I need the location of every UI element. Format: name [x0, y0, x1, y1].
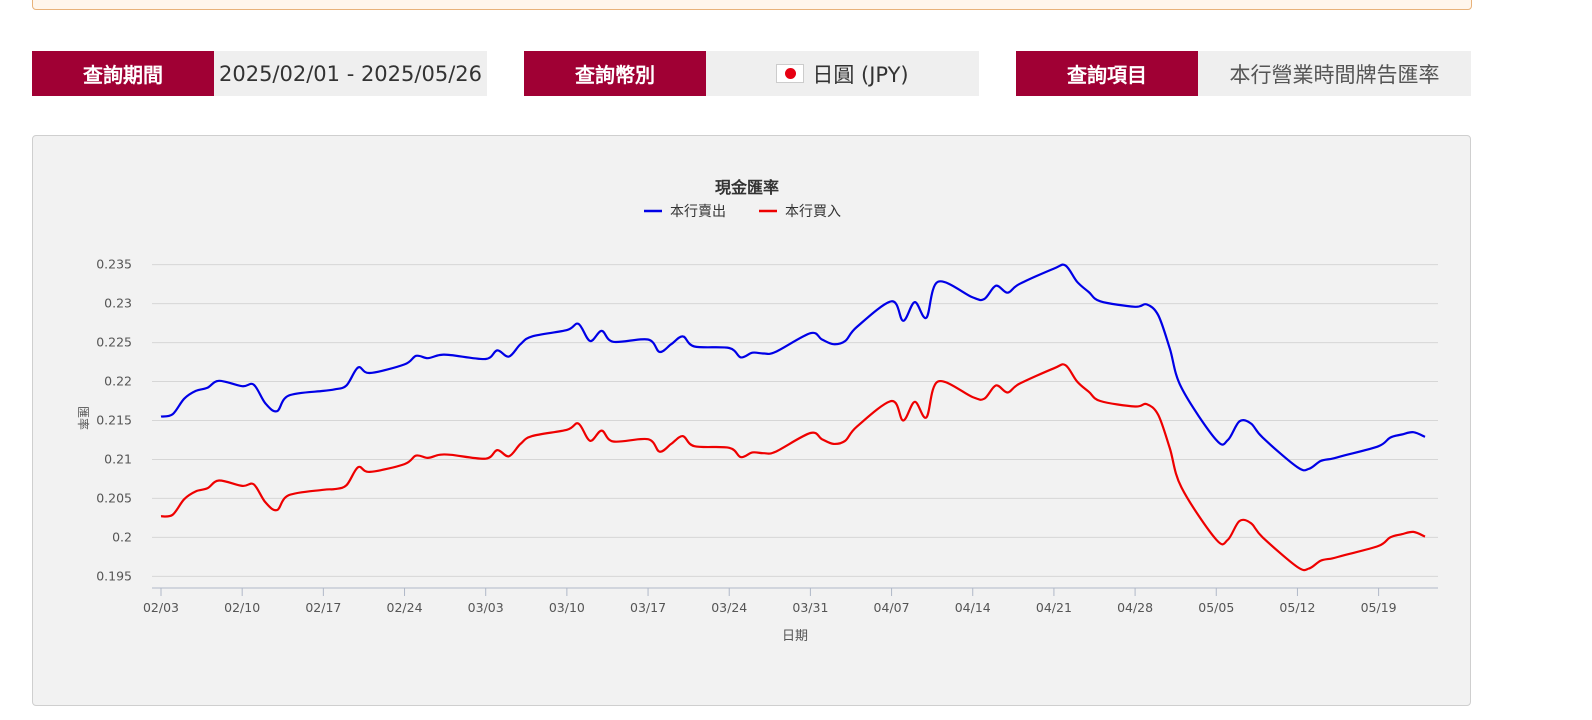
x-tick-label: 02/17	[305, 600, 341, 615]
currency-value-box[interactable]: 日圓 (JPY)	[706, 51, 979, 96]
japan-flag-icon	[776, 64, 805, 83]
rate-chart: 現金匯率 本行賣出 本行買入 0.195 0.2 0.205 0.21 0.215 0.2…	[76, 178, 1438, 644]
x-tick-label: 05/19	[1361, 600, 1397, 615]
y-tick-label: 0.195	[96, 568, 132, 583]
legend-item-buy[interactable]: 本行買入	[759, 204, 841, 220]
series-line-buy	[160, 363, 1426, 572]
y-tick-label: 0.215	[96, 413, 132, 428]
x-tick-label: 02/10	[224, 600, 260, 615]
query-bar: 查詢期間 2025/02/01 - 2025/05/26 查詢幣別 日圓 (JP…	[0, 51, 1592, 96]
x-tick-label: 04/14	[955, 600, 991, 615]
y-axis-label: 匯率	[76, 406, 91, 430]
y-tick-label: 0.2	[112, 529, 132, 544]
x-axis-label: 日期	[782, 629, 808, 644]
currency-value: 日圓 (JPY)	[812, 62, 909, 87]
y-tick-label: 0.225	[96, 335, 132, 350]
period-label: 查詢期間	[32, 51, 214, 96]
currency-label: 查詢幣別	[524, 51, 706, 96]
x-tick-label: 02/24	[387, 600, 423, 615]
x-tick-label: 02/03	[143, 600, 179, 615]
x-tick-label: 03/03	[468, 600, 504, 615]
x-tick-label: 05/05	[1198, 600, 1234, 615]
chart-panel: 現金匯率 本行賣出 本行買入 0.195 0.2 0.205 0.21 0.215 0.2…	[32, 135, 1471, 706]
x-axis: 02/03 02/10 02/17 02/24 03/03 03/10 03/17 03/24…	[143, 587, 1438, 615]
y-tick-label: 0.23	[104, 296, 132, 311]
y-tick-label: 0.205	[96, 490, 132, 505]
legend-item-sell[interactable]: 本行賣出	[644, 204, 726, 220]
x-tick-label: 04/28	[1117, 600, 1153, 615]
x-tick-label: 03/24	[711, 600, 747, 615]
y-tick-label: 0.235	[96, 257, 132, 272]
top-notice-box	[32, 0, 1472, 10]
x-tick-label: 04/07	[874, 600, 910, 615]
y-tick-label: 0.21	[104, 451, 132, 466]
item-label: 查詢項目	[1016, 51, 1198, 96]
period-value[interactable]: 2025/02/01 - 2025/05/26	[214, 51, 487, 96]
legend-buy-label: 本行買入	[785, 204, 841, 220]
x-tick-label: 03/10	[549, 600, 585, 615]
series-lines	[160, 263, 1426, 572]
legend: 本行賣出 本行買入	[644, 204, 841, 220]
y-axis-ticks: 0.195 0.2 0.205 0.21 0.215 0.22 0.225 0.23 0.235	[96, 257, 132, 584]
x-tick-label: 03/31	[792, 600, 828, 615]
series-line-sell	[160, 263, 1426, 472]
x-tick-label: 04/21	[1036, 600, 1072, 615]
chart-title: 現金匯率	[715, 178, 779, 197]
x-tick-label: 05/12	[1279, 600, 1315, 615]
x-tick-label: 03/17	[630, 600, 666, 615]
item-value[interactable]: 本行營業時間牌告匯率	[1198, 51, 1471, 96]
legend-sell-label: 本行賣出	[670, 204, 726, 220]
y-tick-label: 0.22	[104, 374, 132, 389]
grid-lines	[152, 264, 1438, 577]
